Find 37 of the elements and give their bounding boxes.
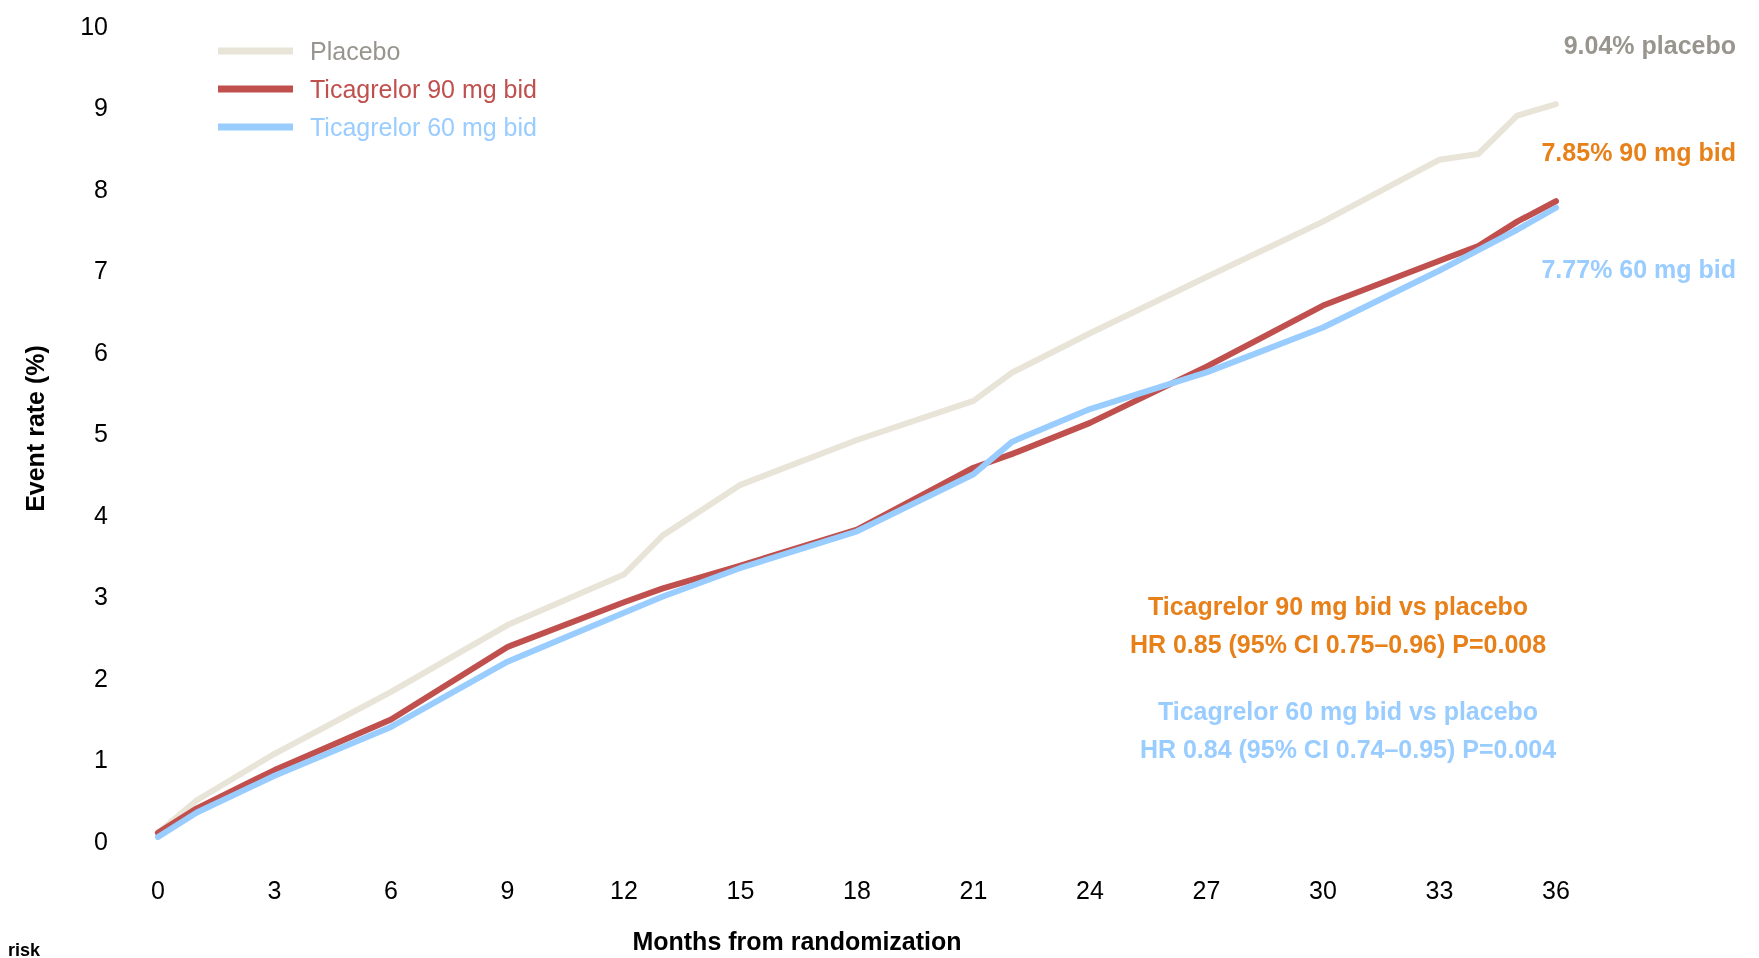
x-tick-label: 18	[843, 876, 871, 904]
text: 9.04% placebo	[1563, 31, 1736, 60]
annotation: Ticagrelor 90 mg bid vs placebo	[1147, 592, 1529, 620]
y-tick-label: 0	[94, 826, 108, 855]
y-tick-label: 4	[94, 500, 109, 529]
y-tick-label: 7	[94, 256, 108, 285]
annotation: 7.77% 60 mg bid	[1541, 254, 1736, 283]
y-tick-label: 1	[94, 745, 108, 774]
y-tick-label: 2	[94, 663, 108, 692]
legend-label: Placebo	[310, 36, 401, 65]
x-tick-label: 24	[1076, 876, 1104, 904]
y-tick-label: 6	[94, 337, 108, 366]
legend-label: Ticagrelor 60 mg bid	[310, 112, 537, 141]
y-tick-label: 9	[94, 93, 108, 122]
y-tick-label: 5	[94, 419, 108, 448]
x-tick-label: 36	[1542, 876, 1570, 904]
y-tick-label: 3	[94, 582, 108, 611]
x-tick-label: 30	[1309, 876, 1337, 904]
annotation: 7.85% 90 mg bid	[1541, 138, 1736, 167]
y-tick-label: 10	[80, 11, 108, 40]
x-tick-label: 33	[1425, 876, 1454, 904]
legend-label: Ticagrelor 90 mg bid	[310, 74, 537, 103]
annotation: HR 0.84 (95% CI 0.74–0.95) P=0.004	[1139, 735, 1557, 763]
x-tick-label: 21	[959, 876, 988, 904]
x-tick-label: 3	[267, 876, 282, 904]
x-tick-label: 12	[610, 876, 638, 904]
x-tick-label: 9	[500, 876, 515, 904]
annotation: HR 0.85 (95% CI 0.75–0.96) P=0.008	[1129, 630, 1547, 658]
x-tick-label: 0	[151, 876, 165, 904]
x-tick-label: 15	[726, 876, 755, 904]
x-tick-label: 27	[1192, 876, 1221, 904]
y-axis-title: Event rate (%)	[21, 345, 49, 512]
y-tick-label: 8	[94, 174, 108, 203]
text: risk	[8, 940, 42, 958]
x-tick-label: 6	[384, 876, 398, 904]
annotation: Ticagrelor 60 mg bid vs placebo	[1157, 697, 1539, 725]
x-axis-title: Months from randomization	[632, 927, 962, 955]
